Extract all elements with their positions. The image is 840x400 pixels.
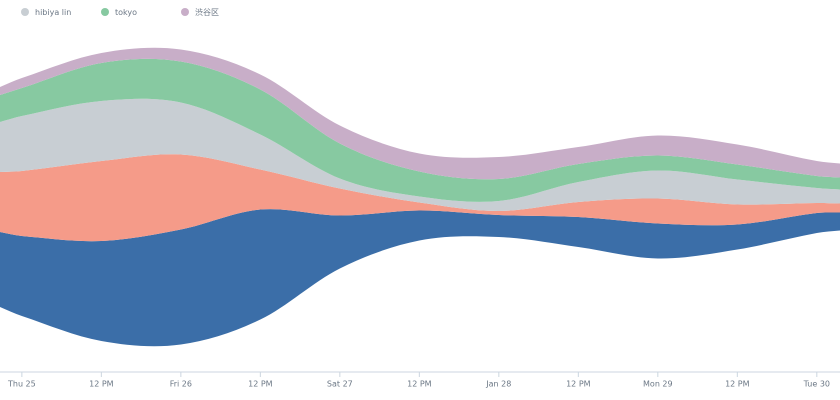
legend-marker xyxy=(21,8,29,16)
legend-marker xyxy=(101,8,109,16)
x-tick-label: 12 PM xyxy=(248,380,273,389)
x-tick-label: Thu 25 xyxy=(7,380,36,389)
legend-label: tokyo xyxy=(115,8,137,17)
stream-layer xyxy=(0,209,840,347)
legend-label: 渋谷区 xyxy=(195,7,219,17)
stream-layer xyxy=(0,47,840,180)
x-tick-label: Jan 28 xyxy=(485,380,511,389)
x-tick-label: 12 PM xyxy=(566,380,591,389)
x-tick-label: Fri 26 xyxy=(170,380,192,389)
x-tick-label: Tue 30 xyxy=(803,380,830,389)
stream-layer xyxy=(0,58,840,202)
x-tick-label: 12 PM xyxy=(725,380,750,389)
stream-layer xyxy=(0,154,840,242)
x-tick-label: 12 PM xyxy=(407,380,432,389)
x-tick-label: Mon 29 xyxy=(643,380,673,389)
x-tick-label: 12 PM xyxy=(89,380,114,389)
stream-layer xyxy=(0,98,840,212)
legend-marker xyxy=(181,8,189,16)
legend-label: hibiya lin xyxy=(35,8,71,17)
x-tick-label: Sat 27 xyxy=(327,380,353,389)
